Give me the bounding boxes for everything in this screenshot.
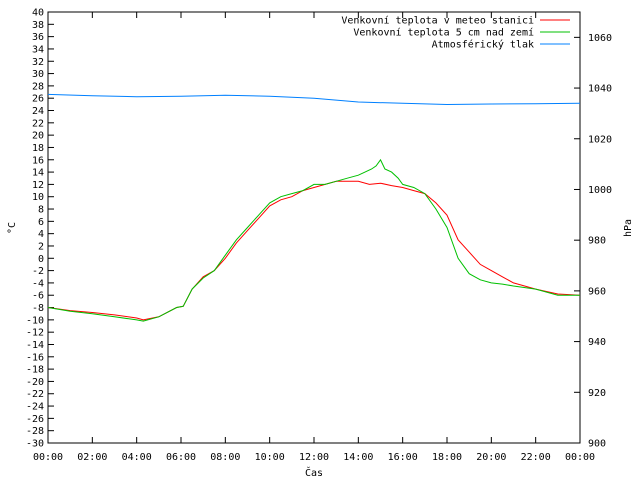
y-left-tick-label: -2 (32, 266, 44, 277)
y-left-tick-label: 2 (38, 241, 44, 252)
legend-label-2: Venkovní teplota 5 cm nad zemí (353, 27, 534, 39)
y-left-tick-label: 26 (32, 94, 44, 105)
y-left-tick-label: -20 (26, 377, 44, 388)
x-tick-label: 08:00 (210, 452, 240, 463)
y-left-tick-label: 14 (32, 168, 44, 179)
y-left-tick-label: 18 (32, 143, 44, 154)
y-right-tick-label: 980 (588, 236, 606, 247)
x-tick-label: 00:00 (33, 452, 63, 463)
x-tick-label: 14:00 (343, 452, 373, 463)
y-left-tick-label: -30 (26, 439, 44, 450)
x-tick-label: 20:00 (476, 452, 506, 463)
y-right-tick-label: 900 (588, 439, 606, 450)
x-tick-label: 04:00 (122, 452, 152, 463)
x-axis-label: Čas (305, 466, 323, 479)
y-left-tick-label: 12 (32, 180, 44, 191)
legend-label-1: Venkovní teplota v meteo stanici (341, 15, 534, 27)
x-axis-ticks: 00:00 02:00 04:00 06:00 08:00 10:00 12:00 14:00… (33, 12, 595, 463)
y-left-tick-label: -18 (26, 365, 44, 376)
y-right-tick-label: 1020 (588, 134, 612, 145)
x-tick-label: 16:00 (388, 452, 418, 463)
y-axis-right-label: hPa (623, 219, 634, 237)
y-right-tick-label: 920 (588, 388, 606, 399)
y-left-tick-label: 8 (38, 205, 44, 216)
y-left-tick-label: -10 (26, 315, 44, 326)
y-left-tick-label: -26 (26, 414, 44, 425)
y-left-tick-label: 16 (32, 155, 44, 166)
y-left-tick-label: 30 (32, 69, 44, 80)
y-left-tick-label: -22 (26, 389, 44, 400)
y-left-tick-label: 36 (32, 32, 44, 43)
y-left-tick-label: -24 (26, 402, 44, 413)
plot-frame (47, 11, 581, 444)
series-line-3 (47, 93, 581, 106)
y-left-tick-label: 0 (38, 254, 44, 265)
y-left-tick-label: -28 (26, 426, 44, 437)
y-left-tick-label: 24 (32, 106, 44, 117)
x-tick-label: 18:00 (432, 452, 462, 463)
x-tick-label: 02:00 (77, 452, 107, 463)
y-left-tick-label: 6 (38, 217, 44, 228)
legend-label-3: Atmosférický tlak (432, 39, 534, 51)
y-left-tick-label: -12 (26, 328, 44, 339)
y-left-tick-label: -14 (26, 340, 44, 351)
y-axis-left-label: °C (7, 222, 18, 234)
x-tick-label: 12:00 (299, 452, 329, 463)
y-right-tick-label: 1060 (588, 33, 612, 44)
y-left-tick-label: -4 (32, 278, 44, 289)
y-left-tick-label: -6 (32, 291, 44, 302)
series-lines (47, 93, 581, 322)
legend: Venkovní teplota v meteo staniciVenkovní… (341, 15, 570, 51)
x-tick-label: 10:00 (255, 452, 285, 463)
x-tick-label: 06:00 (166, 452, 196, 463)
x-tick-label: 00:00 (565, 452, 595, 463)
y-right-tick-label: 960 (588, 286, 606, 297)
series-line-2 (47, 158, 580, 322)
y-right-tick-label: 940 (588, 337, 606, 348)
y-left-tick-label: 34 (32, 44, 44, 55)
y-axis-left-ticks: 4038363432302826242220181614121086420-2-… (26, 8, 54, 450)
y-left-tick-label: 38 (32, 20, 44, 31)
y-right-tick-label: 1040 (588, 84, 612, 95)
y-left-tick-label: -8 (32, 303, 44, 314)
y-left-tick-label: 10 (32, 192, 44, 203)
y-left-tick-label: 28 (32, 81, 44, 92)
series-line-1 (47, 180, 581, 321)
y-left-tick-label: 20 (32, 131, 44, 142)
y-left-tick-label: -16 (26, 352, 44, 363)
y-axis-right-ticks: 1060 1040 1020 1000 980 960 940 920 900 (574, 33, 612, 450)
y-left-tick-label: 22 (32, 118, 44, 129)
y-left-tick-label: 4 (38, 229, 44, 240)
y-left-tick-label: 40 (32, 8, 44, 19)
x-tick-label: 22:00 (521, 452, 551, 463)
y-right-tick-label: 1000 (588, 185, 612, 196)
y-left-tick-label: 32 (32, 57, 44, 68)
